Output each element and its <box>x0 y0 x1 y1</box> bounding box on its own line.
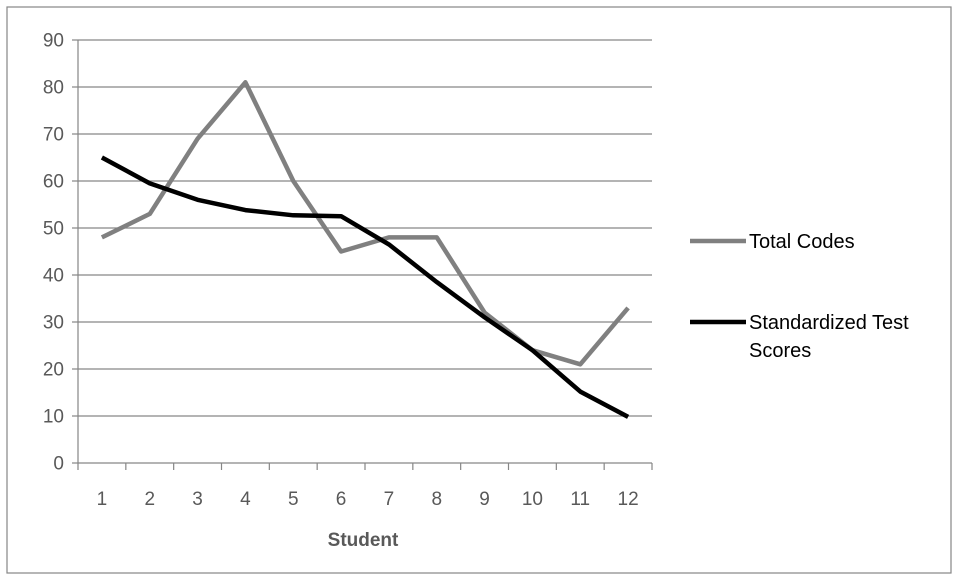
x-tick-labels: 1 2 3 4 5 6 7 8 9 10 11 12 <box>97 489 639 510</box>
legend-item-standardized-test-scores: Standardized Test Scores <box>690 312 909 362</box>
axes <box>72 39 653 470</box>
x-tick-label: 2 <box>144 489 155 510</box>
y-tick-label: 0 <box>53 454 64 475</box>
x-tick-label: 11 <box>570 489 590 510</box>
y-tick-label: 60 <box>43 172 64 193</box>
legend-label: Scores <box>749 340 811 362</box>
x-tick-label: 7 <box>384 489 395 510</box>
x-axis-title: Student <box>328 530 399 551</box>
x-tick-label: 1 <box>97 489 108 510</box>
x-tick-label: 4 <box>240 489 251 510</box>
y-tick-label: 70 <box>43 125 64 146</box>
y-tick-label: 40 <box>43 266 64 287</box>
legend-label: Standardized Test <box>749 312 909 334</box>
y-tick-label: 20 <box>43 360 64 381</box>
legend-label: Total Codes <box>749 231 855 253</box>
series-line-total-codes <box>100 80 630 367</box>
gridlines <box>78 39 652 417</box>
x-tick-label: 12 <box>618 489 639 510</box>
series-line-standardized-test-scores <box>100 155 630 419</box>
chart-border <box>6 6 952 574</box>
x-tick-label: 5 <box>288 489 299 510</box>
legend: Total Codes Standardized Test Scores <box>690 231 909 362</box>
x-tick-label: 6 <box>336 489 347 510</box>
x-tick-label: 9 <box>479 489 490 510</box>
x-tick-label: 10 <box>522 489 543 510</box>
y-tick-label: 10 <box>43 407 64 428</box>
y-tick-labels: 0 10 20 30 40 50 60 70 80 90 <box>43 31 64 475</box>
y-tick-label: 90 <box>43 31 64 52</box>
y-tick-label: 30 <box>43 313 64 334</box>
legend-item-total-codes: Total Codes <box>690 231 855 253</box>
chart-frame-layer <box>6 6 952 574</box>
x-tick-label: 8 <box>431 489 442 510</box>
series-lines <box>100 80 630 419</box>
y-tick-label: 50 <box>43 219 64 240</box>
x-tick-label: 3 <box>192 489 203 510</box>
y-tick-label: 80 <box>43 78 64 99</box>
